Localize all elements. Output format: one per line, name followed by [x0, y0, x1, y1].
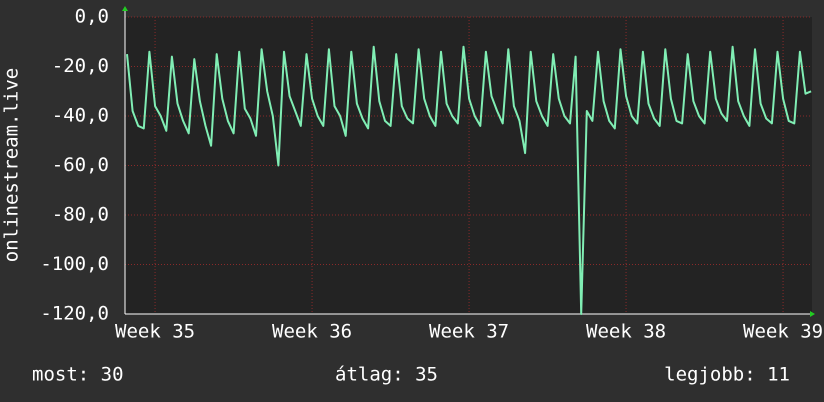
- y-tick-label: -80,0: [52, 204, 109, 226]
- y-tick-label: 0,0: [75, 6, 109, 28]
- y-arrow: [122, 6, 128, 11]
- footer-most: most: 30: [32, 364, 124, 386]
- series-line: [126, 45, 812, 315]
- x-tick-label: Week 39: [743, 321, 823, 343]
- x-tick-label: Week 36: [272, 321, 352, 343]
- x-tick-label: Week 38: [586, 321, 666, 343]
- y-tick-label: -40,0: [52, 105, 109, 127]
- y-tick-label: -20,0: [52, 55, 109, 77]
- y-axis-label: onlinestream.live: [1, 68, 23, 262]
- x-tick-label: Week 35: [115, 321, 195, 343]
- y-tick-label: -60,0: [52, 154, 109, 176]
- footer-max: legjobb: 11: [664, 364, 790, 386]
- x-tick-label: Week 37: [429, 321, 509, 343]
- footer-average: átlag: 35: [335, 364, 438, 386]
- y-tick-label: -120,0: [40, 303, 109, 325]
- x-arrow: [810, 311, 815, 317]
- y-tick-label: -100,0: [40, 253, 109, 275]
